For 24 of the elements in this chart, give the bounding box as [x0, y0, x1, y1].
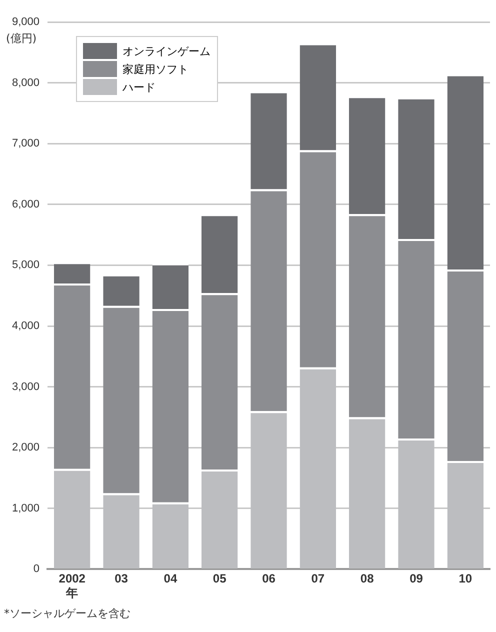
y-tick-label: 7,000 — [12, 138, 40, 150]
x-tick-label: 06 — [262, 572, 276, 586]
y-tick-label: 8,000 — [12, 76, 40, 89]
x-tick-label: 10 — [458, 572, 472, 586]
x-tick-label: 08 — [360, 572, 374, 586]
y-tick-label: 1,000 — [12, 502, 40, 514]
y-axis-title: (億円) — [6, 31, 37, 46]
y-tick-label: 9,000 — [12, 16, 40, 28]
y-tick-label: 2,000 — [12, 442, 40, 454]
y-tick-label: 4,000 — [12, 320, 40, 332]
legend-label: 家庭用ソフト — [122, 62, 189, 76]
x-tick-label: 04 — [164, 572, 178, 586]
x-tick-label: 03 — [114, 572, 128, 586]
legend-label: ハード — [122, 80, 156, 94]
y-tick-label: 6,000 — [12, 198, 40, 210]
y-tick-label: 3,000 — [12, 380, 40, 393]
x-tick-label: 07 — [311, 572, 325, 586]
y-tick-label: 5,000 — [12, 259, 40, 272]
y-tick-label: 0 — [33, 563, 40, 576]
text: *ソーシャルゲームを含む — [4, 606, 130, 621]
x-tick-label: 2002 年 — [58, 572, 86, 600]
x-tick-label: 05 — [212, 572, 227, 586]
x-tick-label: 09 — [410, 572, 424, 586]
legend-label: オンラインゲーム — [122, 44, 211, 58]
